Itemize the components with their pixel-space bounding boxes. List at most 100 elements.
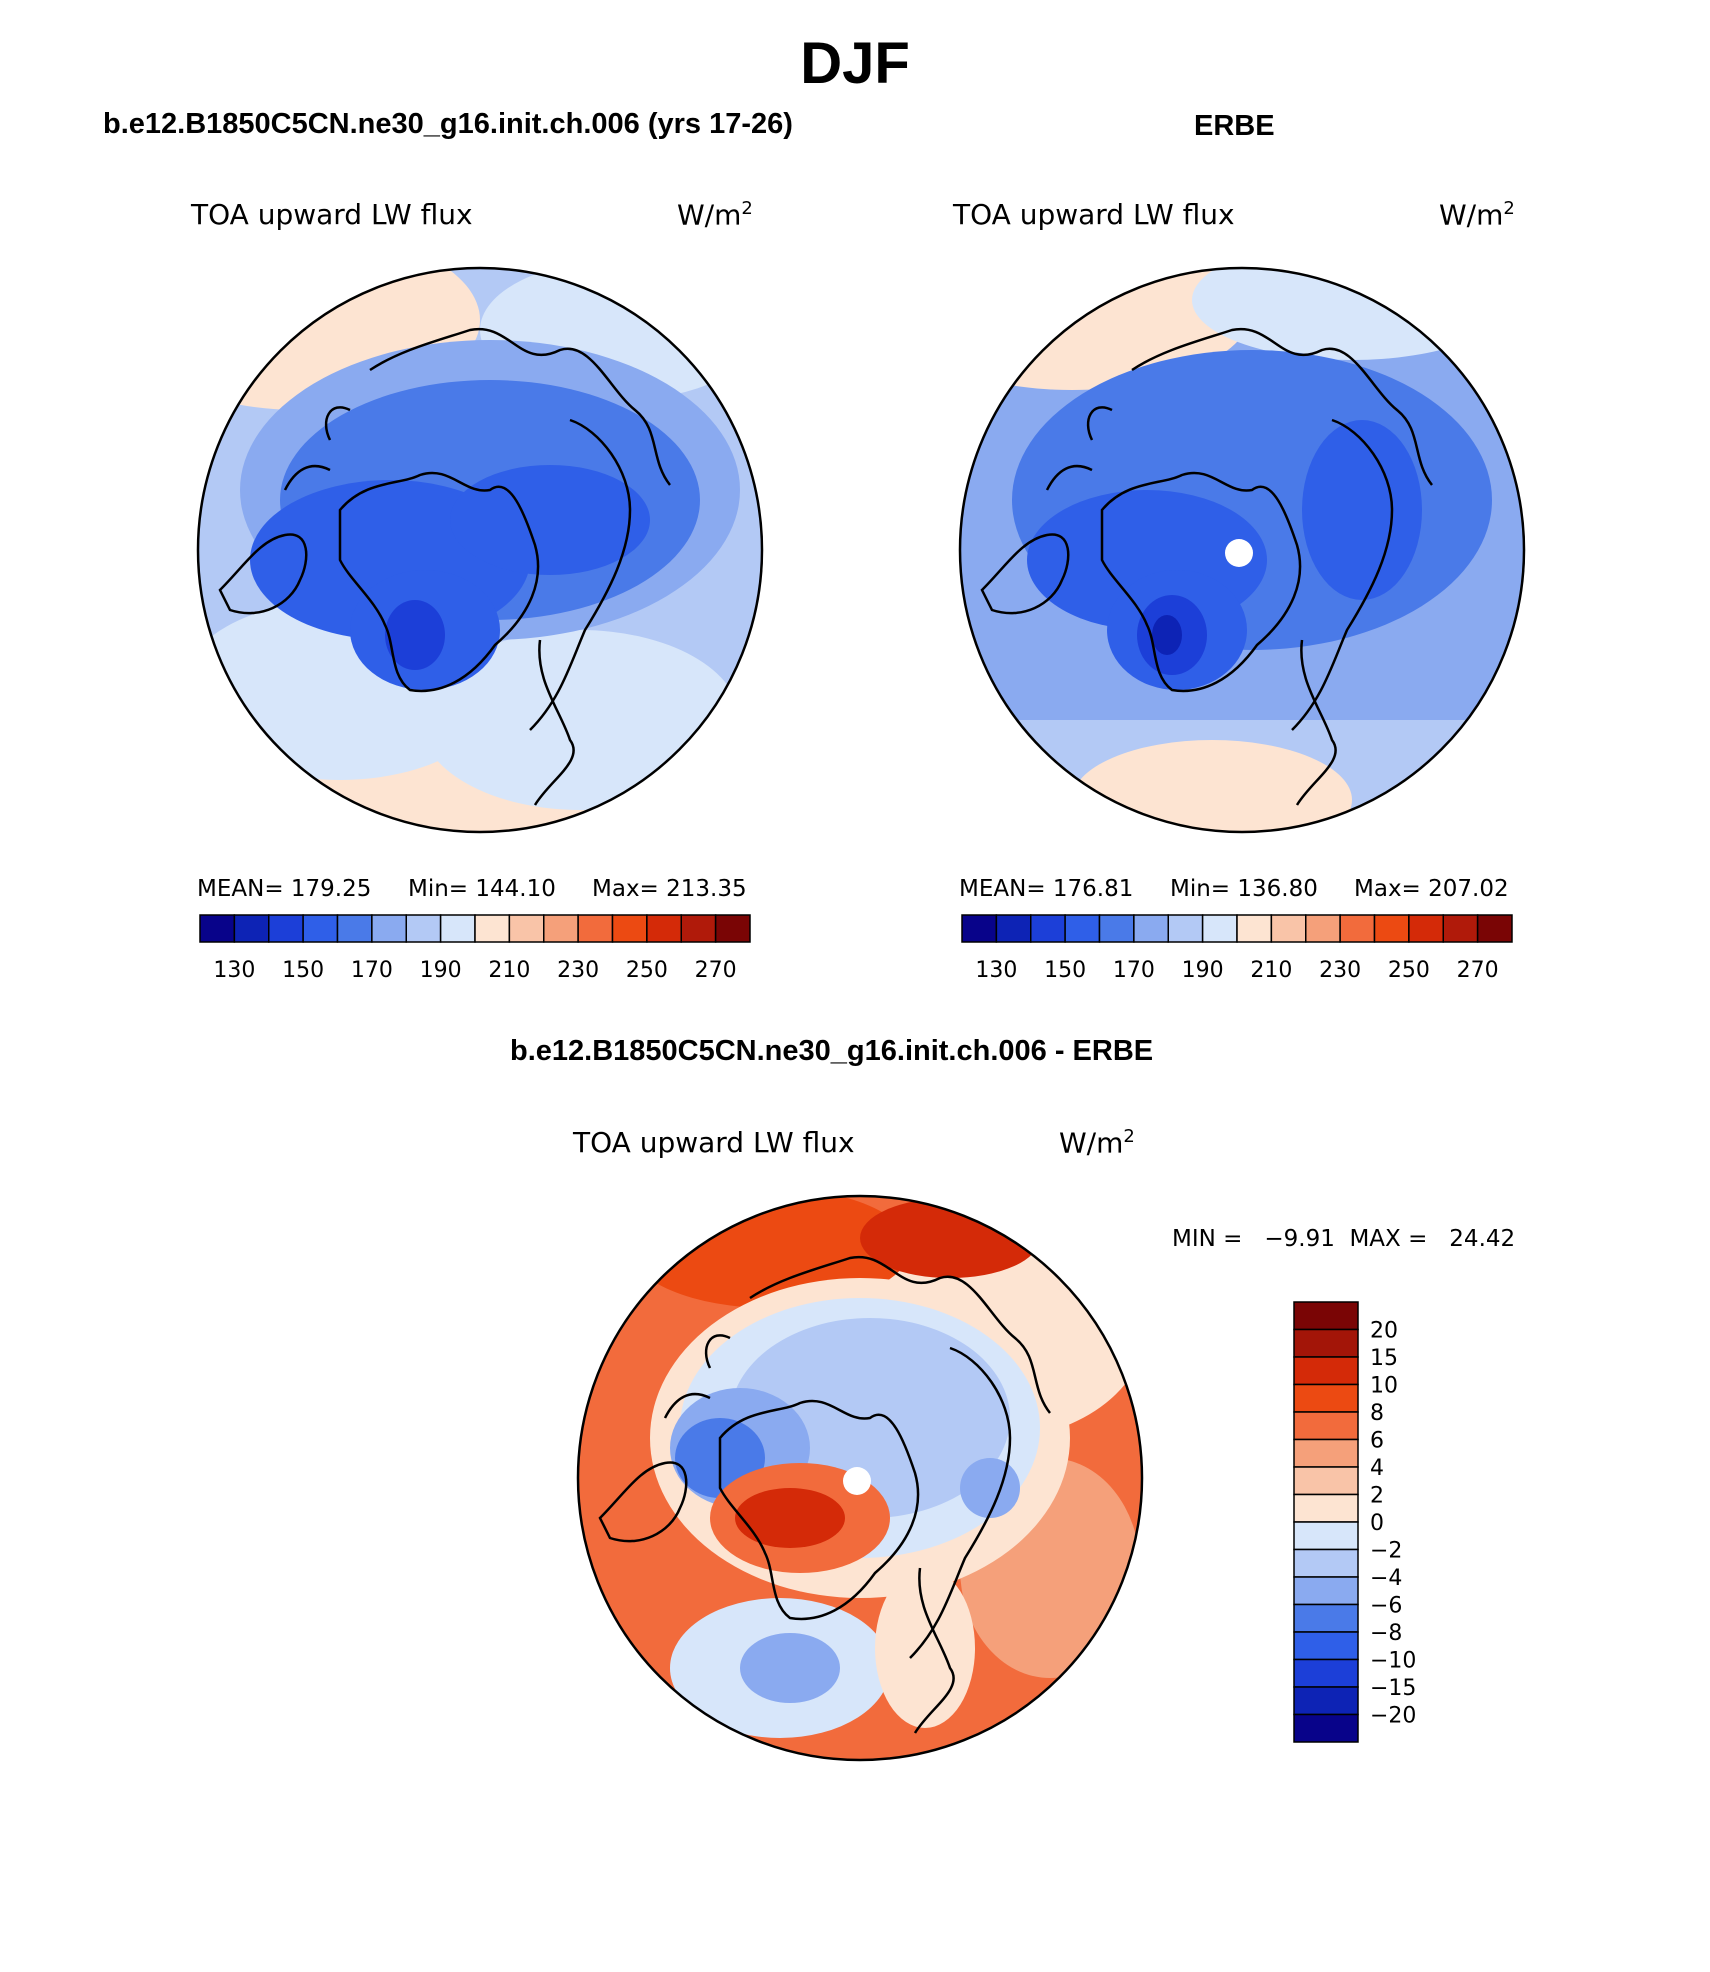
panel-2-units-label: W/m2 — [1439, 198, 1515, 232]
panel-1-title: b.e12.B1850C5CN.ne30_g16.init.ch.006 (yr… — [103, 108, 793, 140]
panel-1-colorbar: 130 150 170 190 210 230 250 270 — [199, 914, 751, 983]
panel-2-colorbar-tick-label: 190 — [1182, 958, 1224, 983]
panel-1-colorbar-box — [646, 914, 682, 943]
panel-3-colorbar-tick-label: 0 — [1370, 1511, 1384, 1536]
panel-3-colorbar-box — [1293, 1713, 1359, 1743]
panel-1-colorbar-box — [439, 914, 476, 943]
panel-3-colorbar-box — [1293, 1466, 1359, 1496]
panel-1-colorbar-tick-label: 190 — [420, 958, 462, 983]
panel-2-colorbar-tick-label: 150 — [1044, 958, 1086, 983]
panel-1-colorbar-box — [233, 914, 270, 943]
panel-2-colorbar-tick-label: 270 — [1457, 958, 1499, 983]
panel-3-colorbar-box — [1293, 1493, 1359, 1523]
panel-2-colorbar-box — [1064, 914, 1101, 943]
panel-2-colorbar-box — [1030, 914, 1066, 943]
panel-3-colorbar-box — [1293, 1328, 1359, 1358]
panel-2-colorbar-tick-label: 210 — [1250, 958, 1292, 983]
panel-2-colorbar-box — [1098, 914, 1135, 943]
panel-1-colorbar-box — [268, 914, 304, 943]
panel-1-min-stat: Min= 144.10 — [408, 876, 556, 902]
figure-title: DJF — [800, 31, 910, 96]
panel-3-colorbar-tick-label: 4 — [1370, 1456, 1384, 1481]
panel-1-colorbar-tick-label: 210 — [488, 958, 530, 983]
panel-1-colorbar-tick-label: 250 — [626, 958, 668, 983]
panel-3-colorbar-box — [1293, 1658, 1359, 1688]
panel-1-colorbar-box — [714, 914, 751, 943]
panel-1-colorbar-tick-label: 130 — [213, 958, 255, 983]
panel-2-colorbar-tick-label: 170 — [1113, 958, 1155, 983]
panel-1-colorbar-tick-label: 230 — [557, 958, 599, 983]
panel-2-colorbar-box — [995, 914, 1032, 943]
panel-1-mean-stat: MEAN= 179.25 — [197, 876, 372, 902]
panel-1-colorbar-tick-label: 270 — [695, 958, 737, 983]
panel-3-colorbar-box — [1293, 1576, 1359, 1606]
panel-2-variable-label: TOA upward LW flux — [953, 198, 1235, 231]
panel-1-units-label: W/m2 — [677, 198, 753, 232]
panel-3-colorbar-tick-label: −8 — [1370, 1621, 1402, 1646]
panel-2-colorbar-box — [1476, 914, 1513, 943]
panel-2-min-stat: Min= 136.80 — [1170, 876, 1318, 902]
panel-2-colorbar-tick-label: 130 — [975, 958, 1017, 983]
panel-2-max-stat: Max= 207.02 — [1354, 876, 1509, 902]
panel-1-colorbar-box — [405, 914, 442, 943]
panel-2-missing-data-pole — [1225, 539, 1253, 567]
panel-1-colorbar-box — [543, 914, 579, 943]
panel-1-variable-label: TOA upward LW flux — [191, 198, 473, 231]
panel-3-colorbar-box — [1293, 1603, 1359, 1633]
panel-2-colorbar-box — [1236, 914, 1273, 943]
panel-1-colorbar-tick-label: 170 — [351, 958, 393, 983]
panel-3-colorbar-box — [1293, 1686, 1359, 1716]
panel-1-colorbar-box — [336, 914, 373, 943]
panel-3-colorbar-tick-label: −4 — [1370, 1566, 1402, 1591]
panel-2-colorbar-box — [1408, 914, 1444, 943]
panel-1-colorbar-tick-label: 150 — [282, 958, 324, 983]
panel-3-title: b.e12.B1850C5CN.ne30_g16.init.ch.006 - E… — [510, 1035, 1154, 1067]
panel-3-colorbar-tick-label: 10 — [1370, 1374, 1398, 1399]
panel-3-colorbar-tick-label: 20 — [1370, 1319, 1398, 1344]
panel-3-polar-map — [576, 1194, 1144, 1762]
panel-2-colorbar-box — [1167, 914, 1204, 943]
panel-2-polar-map — [958, 266, 1526, 834]
panel-3-colorbar-tick-label: −10 — [1370, 1649, 1416, 1674]
panel-3-colorbar-box — [1293, 1301, 1359, 1331]
panel-2-colorbar-box — [1373, 914, 1410, 943]
panel-3-colorbar-tick-label: 2 — [1370, 1484, 1384, 1509]
panel-2-colorbar-box — [1305, 914, 1341, 943]
panel-1-colorbar-box — [371, 914, 407, 943]
panel-3-colorbar-box — [1293, 1438, 1359, 1468]
panel-1-polar-map — [196, 266, 764, 834]
panel-3-missing-data-pole — [843, 1467, 871, 1495]
panel-2-colorbar-tick-label: 230 — [1319, 958, 1361, 983]
panel-3-colorbar-tick-label: −2 — [1370, 1539, 1402, 1564]
panel-2-colorbar-box — [1339, 914, 1376, 943]
panel-3-colorbar-box — [1293, 1631, 1359, 1661]
panel-1-colorbar-box — [199, 914, 236, 943]
panel-3-colorbar-tick-label: 15 — [1370, 1346, 1398, 1371]
panel-3-colorbar-tick-label: −6 — [1370, 1594, 1402, 1619]
panel-3-colorbar-box — [1293, 1548, 1359, 1578]
panel-3-colorbar-box — [1293, 1411, 1359, 1441]
panel-1-colorbar-box — [302, 914, 339, 943]
panel-2-colorbar-box — [1270, 914, 1307, 943]
panel-1-colorbar-box — [680, 914, 717, 943]
panel-2-colorbar-box — [1442, 914, 1479, 943]
panel-3-units-label: W/m2 — [1059, 1126, 1135, 1160]
panel-2-colorbar-box — [1201, 914, 1238, 943]
panel-1-colorbar-box — [611, 914, 648, 943]
panel-1-colorbar-box — [508, 914, 545, 943]
panel-3-colorbar-box — [1293, 1383, 1359, 1413]
panel-2-title: ERBE — [1194, 110, 1275, 142]
panel-3-colorbar-box — [1293, 1356, 1359, 1386]
panel-3-minmax-stat: MIN = −9.91 MAX = 24.42 — [1172, 1226, 1516, 1252]
panel-2-colorbar-box — [961, 914, 998, 943]
panel-3-colorbar-tick-label: 8 — [1370, 1401, 1384, 1426]
panel-3-colorbar-tick-label: −15 — [1370, 1676, 1416, 1701]
panel-2-colorbar-box — [1133, 914, 1169, 943]
panel-3-colorbar-box — [1293, 1521, 1359, 1551]
panel-2-colorbar: 130 150 170 190 210 230 250 270 — [961, 914, 1513, 983]
panel-2-mean-stat: MEAN= 176.81 — [959, 876, 1134, 902]
panel-3-colorbar-tick-label: −20 — [1370, 1704, 1416, 1729]
panel-1-max-stat: Max= 213.35 — [592, 876, 747, 902]
panel-3-colorbar-tick-label: 6 — [1370, 1429, 1384, 1454]
